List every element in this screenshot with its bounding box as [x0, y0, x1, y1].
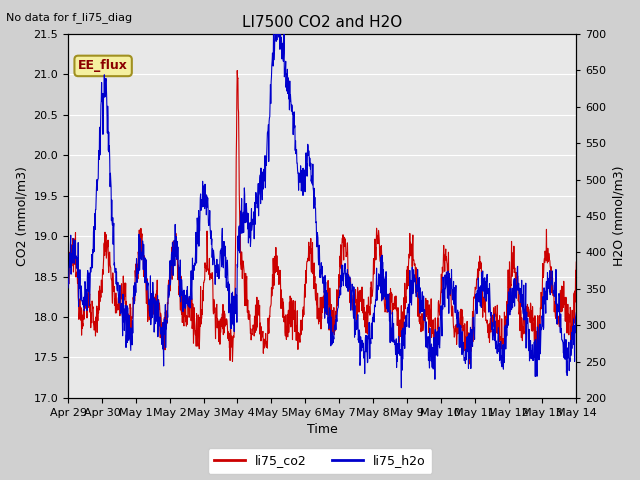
Title: LI7500 CO2 and H2O: LI7500 CO2 and H2O	[242, 15, 403, 30]
Text: No data for f_li75_diag: No data for f_li75_diag	[6, 12, 132, 23]
Legend: li75_co2, li75_h2o: li75_co2, li75_h2o	[208, 448, 432, 474]
Y-axis label: H2O (mmol/m3): H2O (mmol/m3)	[612, 166, 625, 266]
Text: EE_flux: EE_flux	[78, 60, 128, 72]
Y-axis label: CO2 (mmol/m3): CO2 (mmol/m3)	[15, 166, 28, 266]
X-axis label: Time: Time	[307, 423, 337, 436]
